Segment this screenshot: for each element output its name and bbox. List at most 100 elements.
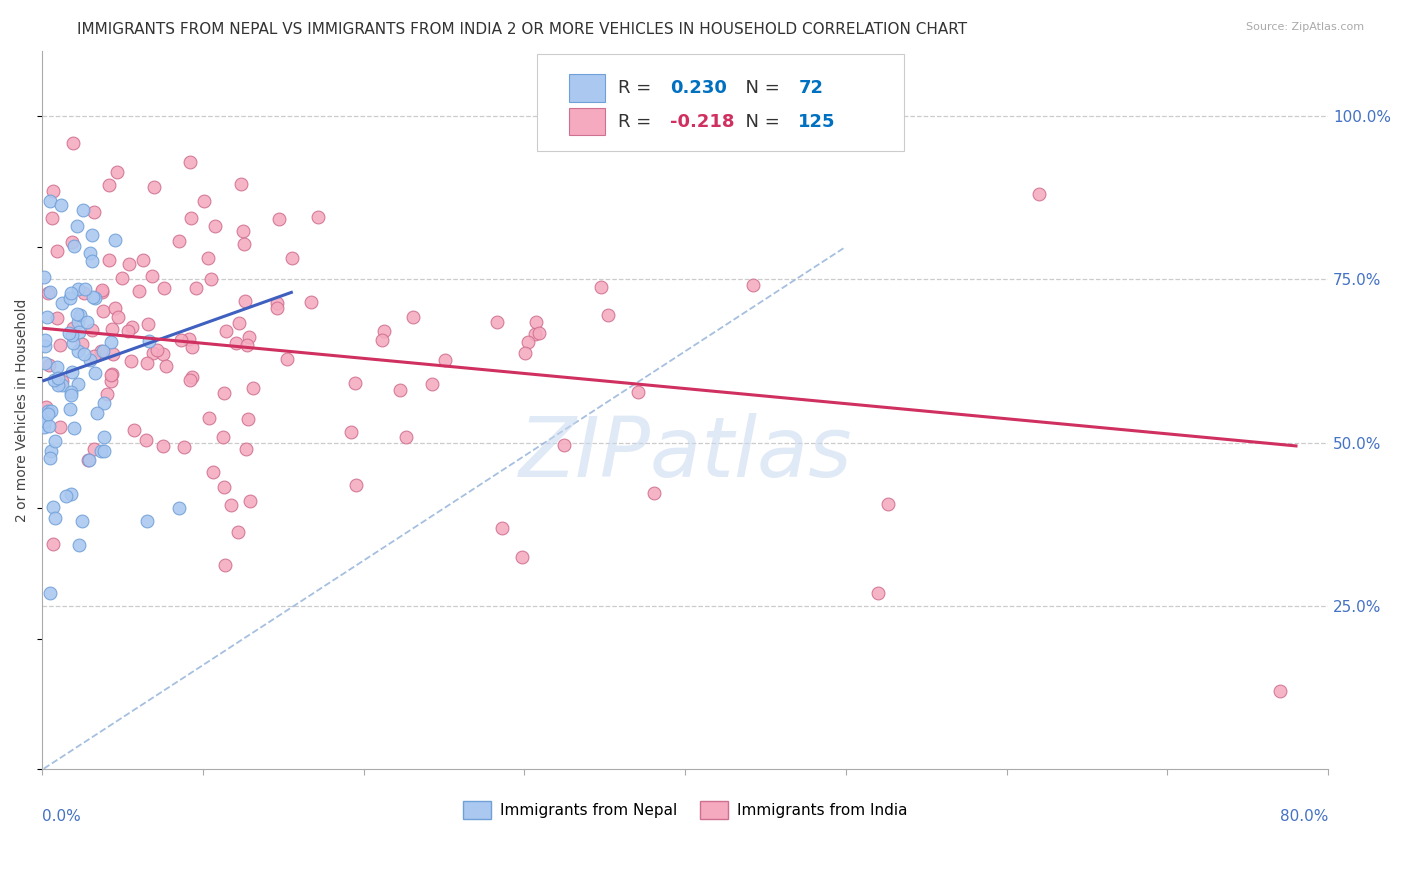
Point: [49, 197, 72, 211]
Point: [100, 367, 122, 381]
Point: [486, 315, 509, 329]
Point: [510, 549, 533, 564]
Point: [80, 323, 103, 337]
Point: [39, 285, 62, 300]
Point: [219, 498, 242, 512]
Text: 0.230: 0.230: [669, 79, 727, 97]
Point: [238, 330, 260, 344]
Point: [96, 386, 118, 401]
Point: [46, 377, 69, 392]
Point: [32, 419, 55, 434]
Point: [39, 443, 62, 458]
Point: [170, 333, 193, 347]
Point: [79, 246, 101, 260]
Point: [280, 251, 302, 265]
Point: [214, 558, 236, 572]
Point: [42, 373, 65, 387]
Legend: Immigrants from Nepal, Immigrants from India: Immigrants from Nepal, Immigrants from I…: [456, 793, 915, 826]
Point: [67, 538, 90, 552]
Point: [46, 371, 69, 385]
Point: [35, 400, 58, 414]
Point: [34, 414, 56, 428]
Point: [167, 234, 190, 248]
Point: [46, 359, 69, 374]
Point: [69, 308, 91, 322]
Point: [266, 301, 288, 315]
Point: [152, 347, 174, 361]
Point: [232, 236, 254, 251]
Point: [63, 239, 86, 253]
Point: [83, 349, 105, 363]
Point: [180, 369, 202, 384]
Text: IMMIGRANTS FROM NEPAL VS IMMIGRANTS FROM INDIA 2 OR MORE VEHICLES IN HOUSEHOLD C: IMMIGRANTS FROM NEPAL VS IMMIGRANTS FROM…: [77, 22, 967, 37]
Point: [49, 419, 72, 434]
Point: [60, 486, 83, 500]
Point: [73, 347, 96, 361]
Point: [76, 453, 98, 467]
Point: [389, 383, 412, 397]
Point: [100, 374, 122, 388]
Point: [66, 282, 89, 296]
Point: [167, 500, 190, 515]
Point: [517, 334, 540, 349]
Text: R =: R =: [619, 79, 657, 97]
Point: [103, 233, 125, 247]
Text: Source: ZipAtlas.com: Source: ZipAtlas.com: [1246, 22, 1364, 32]
Point: [91, 283, 114, 297]
Point: [80, 254, 103, 268]
Point: [141, 269, 163, 284]
Point: [90, 444, 112, 458]
Point: [596, 308, 619, 322]
Point: [371, 333, 394, 347]
Point: [135, 514, 157, 528]
Point: [135, 434, 157, 448]
Text: 125: 125: [799, 112, 835, 131]
Text: N =: N =: [734, 79, 786, 97]
Point: [83, 442, 105, 457]
Point: [62, 321, 84, 335]
Point: [215, 325, 238, 339]
Point: [49, 338, 72, 352]
Text: 72: 72: [799, 79, 824, 97]
Point: [98, 253, 121, 268]
Point: [66, 376, 89, 391]
Point: [200, 272, 222, 286]
Point: [204, 219, 226, 233]
Point: [80, 228, 103, 243]
Text: -0.218: -0.218: [669, 112, 734, 131]
Point: [394, 430, 416, 444]
Point: [742, 278, 765, 293]
Point: [62, 136, 84, 150]
Point: [276, 351, 298, 366]
Point: [225, 336, 247, 351]
Point: [38, 419, 60, 434]
Point: [122, 423, 145, 437]
Text: N =: N =: [734, 112, 786, 131]
Point: [90, 344, 112, 359]
Point: [41, 537, 63, 551]
Point: [526, 315, 548, 329]
Point: [155, 359, 177, 373]
Point: [142, 179, 165, 194]
Point: [46, 311, 69, 326]
Text: 80.0%: 80.0%: [1279, 809, 1329, 824]
Point: [141, 345, 163, 359]
Point: [73, 286, 96, 301]
Point: [59, 401, 82, 416]
Point: [93, 396, 115, 410]
Point: [97, 178, 120, 193]
Point: [32, 270, 55, 285]
Point: [84, 366, 107, 380]
Point: [198, 410, 221, 425]
Point: [51, 295, 73, 310]
Point: [72, 336, 94, 351]
Point: [233, 294, 256, 309]
Point: [179, 154, 201, 169]
Point: [231, 178, 253, 192]
Point: [120, 354, 142, 368]
Point: [34, 339, 56, 353]
Point: [117, 324, 139, 338]
Point: [236, 412, 259, 426]
Point: [58, 326, 80, 340]
Point: [67, 325, 90, 339]
